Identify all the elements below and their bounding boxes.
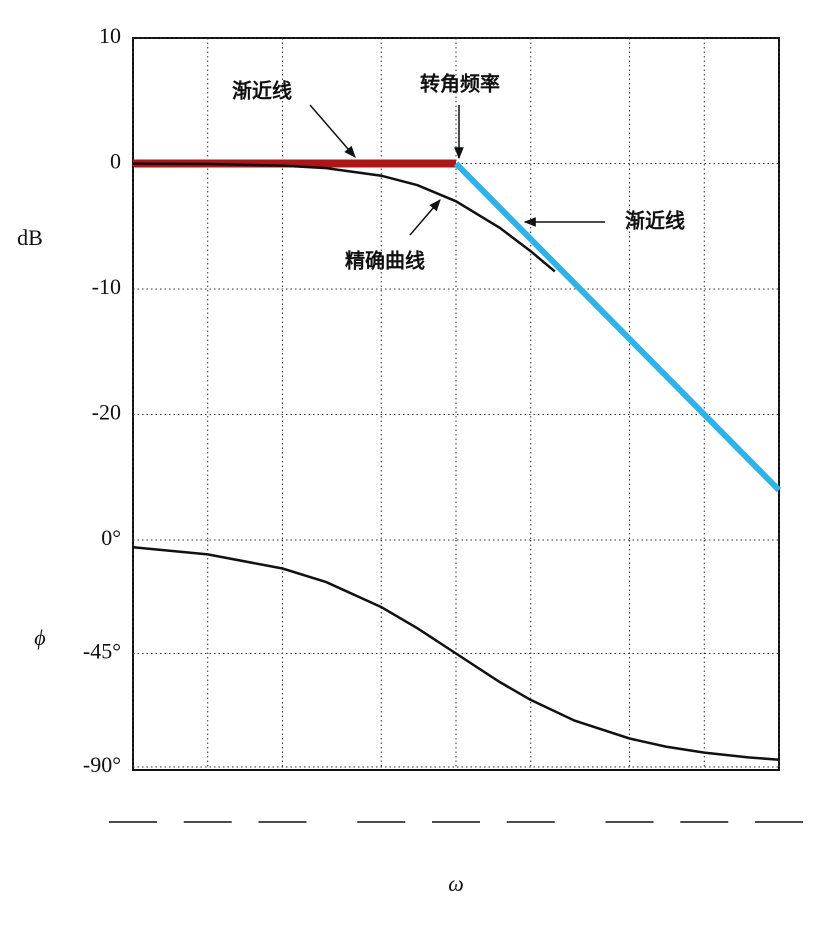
- y-tick-label: 10: [99, 23, 121, 48]
- y-tick-label: 0°: [101, 525, 121, 550]
- y-axis-label: dB: [17, 225, 43, 250]
- series-line: [132, 546, 780, 761]
- arrow: [409, 199, 441, 236]
- y-axis-label: ϕ: [34, 625, 45, 650]
- arrow: [309, 104, 356, 158]
- y-tick-label: -90°: [83, 752, 121, 777]
- y-tick-label: -45°: [83, 639, 121, 664]
- y-tick-label: -20: [92, 400, 121, 425]
- annotation: 精确曲线: [345, 249, 425, 273]
- x-axis-label: ω: [448, 871, 464, 896]
- annotation: 转角频率: [420, 72, 500, 96]
- y-tick-label: -10: [92, 274, 121, 299]
- y-tick-label: 0: [110, 149, 121, 174]
- series-line: [132, 162, 556, 273]
- series-line: [453, 161, 782, 493]
- annotation: 渐近线: [625, 209, 685, 233]
- annotation: 渐近线: [232, 79, 292, 103]
